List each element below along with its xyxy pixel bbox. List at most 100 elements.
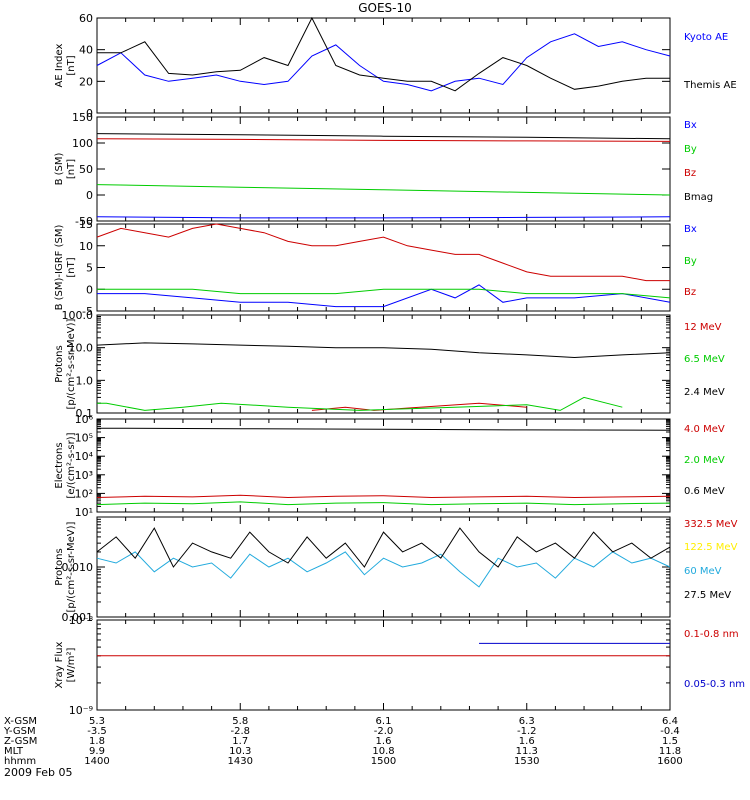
- y-tick-label: 10⁵: [75, 432, 93, 445]
- series-line: [97, 288, 671, 299]
- legend-entry: Bz: [684, 287, 696, 298]
- panel-frame: [96, 17, 671, 114]
- orbit-value: -2.0: [374, 726, 394, 737]
- series-line: [96, 527, 671, 568]
- orbit-value: 6.3: [519, 716, 535, 727]
- y-axis-label: Electrons: [54, 442, 65, 488]
- orbit-value: 6.1: [376, 716, 392, 727]
- panel-4: 0.1 1.0 10.0 100.0 Protons [p/(cm²-s-sr-MeV)]…: [54, 309, 725, 420]
- panel-5: 10¹ 10² 10³ 10⁴ 10⁵ 10⁶ Electrons [e/(cm²-s-sr)…: [54, 413, 725, 519]
- y-tick-label: 0: [86, 283, 93, 296]
- legend-entry: 12 MeV: [684, 322, 722, 333]
- y-tick-label: 15: [79, 218, 93, 231]
- legend-entry: 0.05-0.3 nm: [684, 679, 745, 690]
- series-line: [97, 396, 623, 411]
- y-tick-label: -5: [82, 305, 93, 318]
- orbit-value: 1400: [84, 756, 109, 767]
- y-tick-label: 0.001: [62, 611, 94, 624]
- y-axis-label: B (SM): [54, 152, 65, 185]
- panel-7: 10⁻⁹ 10⁻⁸ Xray Flux [W/m²] 0.1-0.8 nm 0.05-0.…: [54, 614, 745, 717]
- y-axis-label: [nT]: [66, 55, 77, 75]
- panel-frame: [96, 116, 671, 222]
- y-tick-label: 5: [86, 262, 93, 275]
- y-tick-label: 50: [79, 163, 93, 176]
- orbit-value: 1.6: [519, 736, 535, 747]
- date-label: 2009 Feb 05: [4, 766, 72, 779]
- orbit-row-label: MLT: [4, 746, 24, 757]
- legend-entry: 27.5 MeV: [684, 590, 731, 601]
- y-axis-label: Protons: [54, 548, 65, 585]
- orbit-value: 9.9: [89, 746, 105, 757]
- legend-entry: 122.5 MeV: [684, 542, 738, 553]
- series-line: [96, 184, 671, 196]
- orbit-value: 10.8: [372, 746, 394, 757]
- orbit-value: 6.4: [662, 716, 678, 727]
- orbit-value: -2.8: [230, 726, 250, 737]
- orbit-value: 1.6: [376, 736, 392, 747]
- y-tick-label: 20: [79, 75, 93, 88]
- series-line: [97, 16, 670, 92]
- legend-entry: 4.0 MeV: [684, 424, 725, 435]
- orbit-value: 1500: [371, 756, 396, 767]
- series-line: [97, 284, 671, 308]
- panel-frame: [96, 619, 671, 711]
- orbit-value: 5.3: [89, 716, 105, 727]
- series-line: [96, 427, 671, 431]
- series-line: [96, 138, 671, 142]
- y-axis-label: B (SM)-IGRF (SM): [54, 225, 65, 311]
- orbit-value: 5.8: [232, 716, 248, 727]
- y-axis-label: [nT]: [66, 257, 77, 277]
- legend-entry: Bmag: [684, 192, 713, 203]
- orbit-value: 1530: [514, 756, 539, 767]
- orbit-row-label: hhmm: [4, 756, 36, 767]
- y-tick-label: 10: [79, 240, 93, 253]
- y-axis-label: [p/(cm²-s-sr-MeV)]: [66, 521, 77, 612]
- orbit-value: 1.8: [89, 736, 105, 747]
- figure-title: GOES-10: [358, 1, 412, 15]
- legend-entry: Themis AE: [683, 80, 737, 91]
- orbit-value: 1430: [228, 756, 253, 767]
- legend-entry: 0.6 MeV: [684, 486, 725, 497]
- y-tick-label: 60: [79, 12, 93, 25]
- y-tick-label: 10⁻⁸: [69, 614, 94, 627]
- y-tick-label: 10¹: [75, 506, 93, 519]
- legend-entry: Bz: [684, 168, 696, 179]
- series-line: [96, 551, 671, 588]
- legend-entry: 60 MeV: [684, 566, 722, 577]
- y-tick-label: 10²: [75, 487, 93, 500]
- orbit-value: 10.3: [229, 746, 251, 757]
- series-line: [96, 216, 671, 219]
- y-axis-label: [e/(cm²-s-sr)]: [66, 432, 77, 498]
- legend-entry: 2.4 MeV: [684, 387, 725, 398]
- y-tick-label: 0: [86, 189, 93, 202]
- orbit-value: -1.2: [517, 726, 537, 737]
- series-line: [96, 342, 671, 359]
- y-tick-label: 0.010: [62, 561, 94, 574]
- orbit-row-label: Z-GSM: [4, 736, 37, 747]
- orbit-value: -3.5: [87, 726, 107, 737]
- y-tick-label: 40: [79, 44, 93, 57]
- orbit-value: 11.8: [659, 746, 681, 757]
- y-tick-label: 1.0: [76, 374, 94, 387]
- y-tick-label: 100.0: [62, 309, 94, 322]
- y-axis-label: [p/(cm²-s-sr-MeV)]: [66, 318, 77, 409]
- panel-2: -50 0 50 100 150 B (SM) [nT] Bx By Bz Bmag: [54, 111, 713, 228]
- orbit-value: 1.7: [232, 736, 248, 747]
- orbit-row-label: X-GSM: [4, 716, 37, 727]
- y-axis-label: [nT]: [66, 159, 77, 179]
- legend-entry: Bx: [684, 224, 697, 235]
- legend-entry: Bx: [684, 120, 697, 131]
- orbit-value: 1.5: [662, 736, 678, 747]
- series-line: [96, 33, 671, 92]
- panel-frame: [96, 314, 671, 414]
- y-axis-label: Xray Flux: [54, 641, 65, 688]
- y-axis-label: [W/m²]: [66, 647, 77, 682]
- legend-entry: By: [684, 144, 697, 155]
- panel-frame: [96, 418, 671, 513]
- y-tick-label: 150: [72, 111, 93, 124]
- legend-entry: 332.5 MeV: [684, 519, 738, 530]
- y-axis-label: AE Index: [54, 43, 65, 87]
